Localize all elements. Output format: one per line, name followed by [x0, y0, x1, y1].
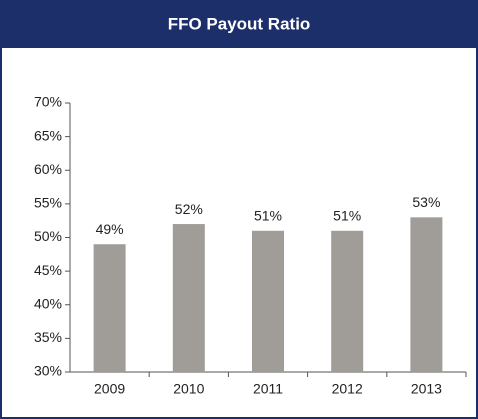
chart-title: FFO Payout Ratio	[168, 14, 311, 33]
value-label: 52%	[175, 201, 203, 217]
y-tick-label: 30%	[34, 363, 62, 379]
y-tick-label: 45%	[34, 262, 62, 278]
y-tick-label: 55%	[34, 195, 62, 211]
x-tick-label: 2012	[332, 381, 363, 397]
bar	[93, 244, 126, 372]
y-tick-label: 65%	[34, 127, 62, 143]
value-label: 53%	[412, 194, 440, 210]
x-tick-label: 2013	[411, 381, 442, 397]
title-bar	[0, 0, 478, 48]
y-tick-label: 60%	[34, 161, 62, 177]
bar	[172, 224, 205, 372]
y-tick-label: 50%	[34, 228, 62, 244]
x-tick-label: 2009	[94, 381, 125, 397]
y-tick-label: 70%	[34, 94, 62, 110]
value-label: 51%	[254, 207, 282, 223]
x-tick-label: 2011	[253, 381, 283, 397]
value-label: 49%	[96, 221, 124, 237]
y-tick-label: 35%	[34, 329, 62, 345]
bar	[410, 217, 443, 372]
bar	[331, 230, 364, 372]
value-label: 51%	[333, 207, 361, 223]
bar	[252, 230, 284, 372]
x-tick-label: 2010	[173, 381, 204, 397]
y-tick-label: 40%	[34, 295, 62, 311]
